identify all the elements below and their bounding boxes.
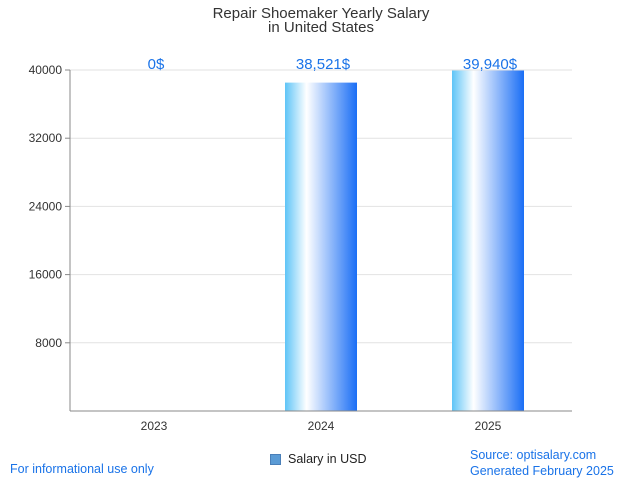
y-tick-label: 40000 <box>29 63 63 77</box>
source-link[interactable]: Source: optisalary.com <box>470 448 597 462</box>
bar-2024 <box>285 82 357 412</box>
x-tick-label: 2025 <box>475 419 502 433</box>
data-label-2025: 39,940$ <box>463 56 518 73</box>
x-tick-label: 2023 <box>141 419 168 433</box>
bars <box>285 70 524 412</box>
axes: 8000 16000 24000 32000 40000 2023 2024 2025 <box>29 63 572 433</box>
legend-label: Salary in USD <box>288 452 367 466</box>
y-tick-label: 24000 <box>29 199 63 213</box>
y-tick-label: 16000 <box>29 268 63 282</box>
legend-swatch <box>270 453 281 465</box>
disclaimer-text: For informational use only <box>10 462 154 476</box>
source-block: Source: optisalary.com Generated Februar… <box>470 447 614 479</box>
generated-date: Generated February 2025 <box>470 464 614 478</box>
data-label-2023: 0$ <box>148 56 165 73</box>
chart-title-line-2: in United States <box>268 19 374 36</box>
data-label-2024: 38,521$ <box>296 56 351 73</box>
legend: Salary in USD <box>270 452 367 466</box>
bar-2025 <box>452 70 524 411</box>
x-tick-label: 2024 <box>308 419 335 433</box>
chart-title-line-1: Repair Shoemaker Yearly Salary <box>213 5 430 22</box>
y-tick-label: 8000 <box>35 336 62 350</box>
y-tick-label: 32000 <box>29 131 63 145</box>
data-labels: 0$ 38,521$ 39,940$ <box>148 56 518 73</box>
